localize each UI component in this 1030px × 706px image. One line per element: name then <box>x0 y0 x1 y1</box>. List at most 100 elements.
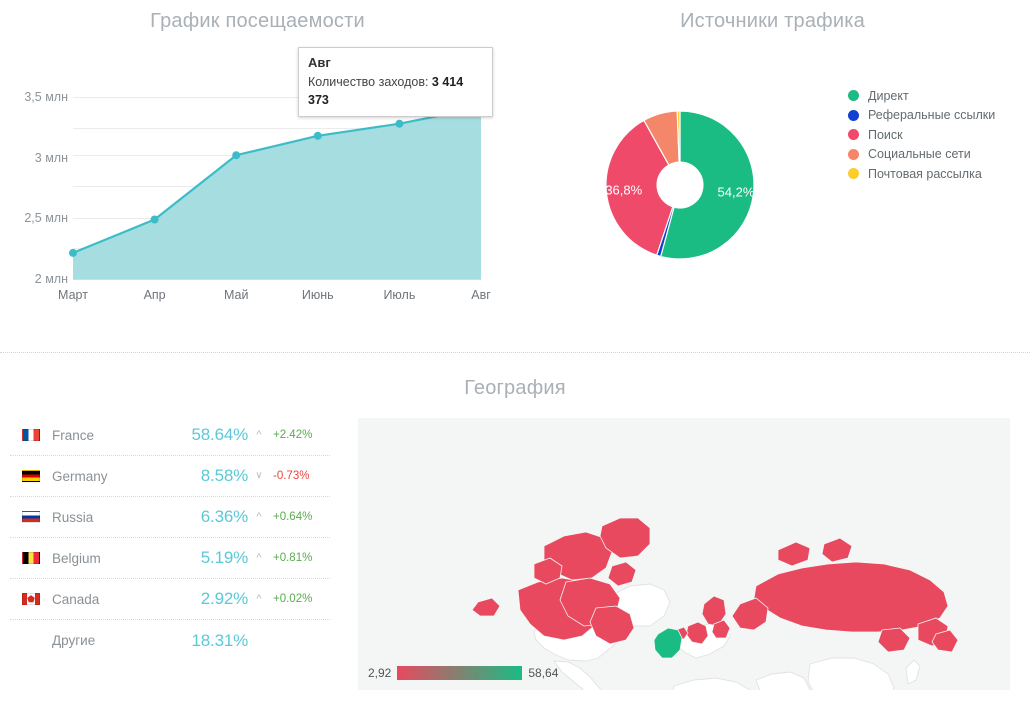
y-axis: 2 млн 2,5 млн 3 млн 3,5 млн <box>0 40 68 310</box>
donut-slice[interactable] <box>676 110 681 163</box>
map-country-russia[interactable] <box>931 629 959 653</box>
geography-title: География <box>464 377 566 399</box>
legend-item-label: Реферальные ссылки <box>868 108 996 123</box>
world-map-svg[interactable] <box>358 418 1010 690</box>
y-axis-tick-label: 3 млн <box>34 150 68 165</box>
chevron-up-icon: ^ <box>256 552 262 564</box>
country-row[interactable]: Russia 6.36% ^ +0.64% <box>10 497 330 538</box>
data-point[interactable] <box>395 119 404 128</box>
map-country-russia[interactable] <box>753 561 949 633</box>
country-name: Другие <box>52 633 96 648</box>
x-axis-tick-label: Авг <box>471 288 491 302</box>
traffic-sources-title: Источники трафика <box>680 10 865 32</box>
map-country-base <box>755 671 811 690</box>
legend-color-swatch-icon <box>848 129 859 141</box>
country-name: Germany <box>52 468 108 484</box>
legend-color-swatch-icon <box>848 148 859 160</box>
map-country-france[interactable] <box>653 627 683 659</box>
country-name: Russia <box>52 509 94 525</box>
tooltip-title: Авг <box>308 55 331 70</box>
legend-item-2[interactable]: Поиск <box>848 125 995 145</box>
legend-color-swatch-icon <box>848 168 859 180</box>
data-point-markers <box>69 119 404 257</box>
map-country-base <box>672 677 751 690</box>
map-legend-max: 58,64 <box>528 666 559 680</box>
tooltip-value: 3 414 373 <box>308 74 464 107</box>
country-row[interactable]: Другие 18.31% <box>10 620 330 661</box>
country-row[interactable]: ⬟ Canada 2.92% ^ +0.02% <box>10 579 330 620</box>
visits-chart-plot: 2 млн 2,5 млн 3 млн 3,5 млн <box>0 40 515 310</box>
tooltip-body: Количество заходов: 3 414 373 <box>308 73 483 109</box>
country-row[interactable]: Belgium 5.19% ^ +0.81% <box>10 538 330 579</box>
flag-france-icon <box>22 429 40 441</box>
map-country-canada[interactable] <box>589 605 635 645</box>
legend-item-label: Директ <box>868 88 909 103</box>
map-country-canada[interactable] <box>599 517 651 559</box>
chevron-up-icon: ^ <box>256 429 262 441</box>
country-row[interactable]: Germany 8.58% ∨ -0.73% <box>10 456 330 497</box>
country-delta: +0.02% <box>273 593 313 605</box>
traffic-sources-panel: Источники трафика 54,2% 36,8% Директ Рефер… <box>515 0 1030 352</box>
world-map-panel: 2,92 58,64 <box>358 418 1010 690</box>
map-country-russia[interactable] <box>821 537 853 563</box>
country-percent: 5.19% <box>200 548 248 567</box>
visits-chart-title: График посещаемости <box>150 10 365 32</box>
map-country-canada[interactable] <box>471 597 501 617</box>
map-country-canada[interactable] <box>607 561 637 587</box>
data-point[interactable] <box>313 131 322 140</box>
legend-item-0[interactable]: Директ <box>848 86 995 106</box>
legend-item-3[interactable]: Социальные сети <box>848 145 995 165</box>
country-delta: +0.81% <box>273 552 313 564</box>
chevron-up-icon: ^ <box>256 593 262 605</box>
donut-slice[interactable] <box>659 110 755 260</box>
y-axis-tick-label: 2 млн <box>34 272 68 286</box>
flag-russia-icon <box>22 511 40 523</box>
legend-item-label: Почтовая рассылка <box>868 166 982 181</box>
map-country-germany[interactable] <box>685 621 709 645</box>
chart-tooltip: Авг Количество заходов: 3 414 373 <box>298 47 493 118</box>
traffic-sources-legend: Директ Реферальные ссылки Поиск Социальные … <box>848 86 995 184</box>
country-percent: 2.92% <box>200 589 248 608</box>
section-divider <box>0 352 1030 353</box>
x-axis-tick-label: Май <box>223 288 249 302</box>
chevron-up-icon: ^ <box>256 511 262 523</box>
donut-hole <box>657 162 703 208</box>
map-country-canada[interactable] <box>533 557 563 585</box>
donut-slice-label: 54,2% <box>717 184 755 200</box>
flag-placeholder <box>22 635 40 647</box>
flag-belgium-icon <box>22 552 40 564</box>
area-line <box>71 106 483 254</box>
tooltip-value-label: Количество заходов: <box>308 74 429 89</box>
map-country-base <box>553 660 602 690</box>
top-charts-row: График посещаемости 2 млн 2,5 млн 3 млн 3,5… <box>0 0 1030 352</box>
legend-item-4[interactable]: Почтовая рассылка <box>848 164 995 184</box>
map-country-base <box>905 659 921 685</box>
data-point[interactable] <box>150 215 159 224</box>
maple-leaf-icon: ⬟ <box>27 594 35 604</box>
map-country-scandinaviabaltic[interactable] <box>711 619 731 639</box>
x-axis-tick-label: Июнь <box>301 288 334 302</box>
country-percent: 18.31% <box>191 630 249 650</box>
map-country-russia[interactable] <box>877 627 911 653</box>
country-delta: -0.73% <box>273 470 310 482</box>
data-point[interactable] <box>69 248 77 257</box>
donut-slice[interactable] <box>605 119 674 256</box>
country-percent: 8.58% <box>200 466 248 485</box>
data-point[interactable] <box>232 151 241 160</box>
map-country-russia[interactable] <box>777 541 811 567</box>
legend-item-label: Социальные сети <box>868 147 971 162</box>
country-row[interactable]: France 58.64% ^ +2.42% <box>10 415 330 456</box>
map-legend-min: 2,92 <box>368 666 392 680</box>
country-delta: +2.42% <box>273 429 313 441</box>
legend-item-1[interactable]: Реферальные ссылки <box>848 106 995 126</box>
traffic-donut-svg <box>605 110 755 260</box>
country-percent: 6.36% <box>200 507 248 526</box>
x-axis-tick-label: Апр <box>143 288 166 302</box>
map-country-scandinaviabaltic[interactable] <box>701 595 727 627</box>
donut-slices <box>605 110 755 260</box>
flag-germany-icon <box>22 470 40 482</box>
legend-item-label: Поиск <box>868 127 903 142</box>
map-country-russia[interactable] <box>731 597 769 631</box>
x-axis-tick-label: Июль <box>383 288 416 302</box>
country-name: Belgium <box>52 550 101 566</box>
